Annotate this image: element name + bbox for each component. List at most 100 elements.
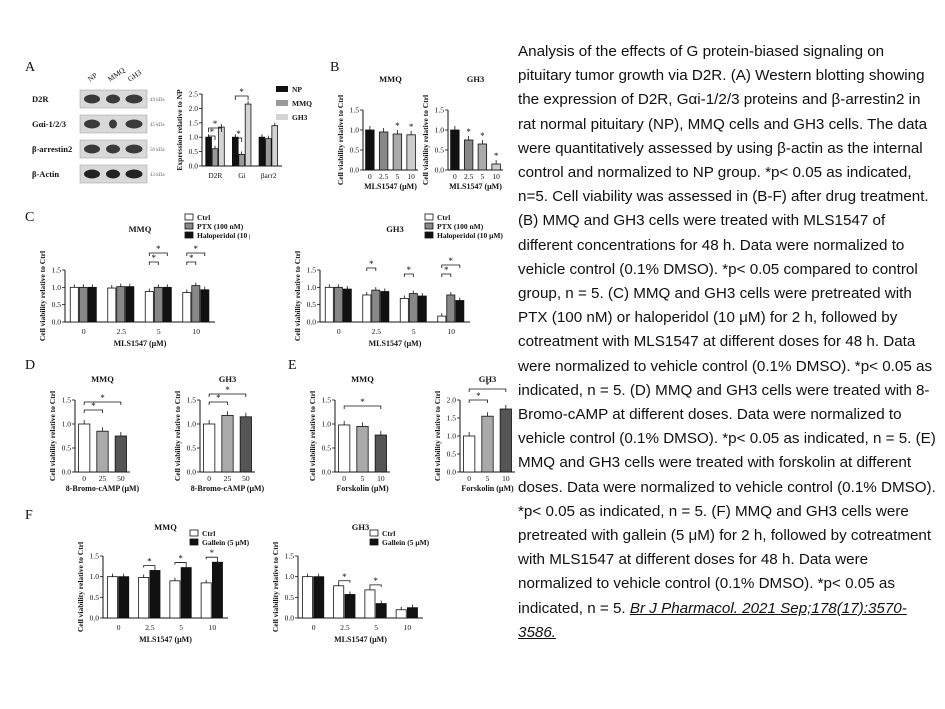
x-tick-label: 2.5 [117,327,127,336]
bar [169,580,181,619]
legend-label: Gallein (5 μM) [382,538,430,547]
bar [364,589,376,619]
x-axis-label: Forskolin (μM) [461,484,514,493]
significance-bracket [208,127,222,132]
y-axis-label: Cell viability relative to Ctrl [308,391,317,481]
legend-swatch [189,538,199,546]
bar [144,291,154,323]
significance-bracket [83,409,103,413]
significance-star: * [360,397,365,407]
bar [211,561,223,619]
bar [87,286,97,323]
protein-band [109,119,117,129]
y-tick-label: 1.5 [285,552,295,561]
x-tick-label: 0 [82,327,86,336]
significance-star: * [407,265,412,275]
bar [138,577,150,619]
significance-star: * [178,554,183,564]
y-tick-label: 1.5 [52,266,62,275]
bar [395,609,407,619]
x-tick-label: 0 [368,172,372,181]
significance-bracket [205,556,218,560]
blot-row-label: Gαi-1/2/3 [32,119,66,129]
bar [333,286,343,323]
bar [78,286,88,323]
x-tick-label: 5 [157,327,161,336]
x-axis-label: MLS1547 (μM) [364,182,417,191]
protein-band [106,169,120,179]
x-tick-label: 0 [207,474,211,483]
chart-c-mmq: 0.0 0.5 1.0 1.5 Cell viability relative to C… [38,213,250,348]
significance-star: * [91,401,96,411]
significance-star: * [100,393,105,403]
y-tick-label: 2.0 [447,396,457,405]
bar [378,131,389,171]
bar [338,424,351,473]
chart-e-mmq: 0.0 0.5 1.0 1.5 Cell viability relative to C… [308,374,390,493]
y-tick-label: 0.5 [350,146,360,155]
x-tick-label: 2.5 [145,623,155,632]
y-tick-label: 0.5 [307,300,317,309]
bar [380,291,390,323]
bar [162,286,172,323]
x-tick-label: D2R [208,171,222,180]
legend-swatch [424,222,434,230]
x-tick-label: 10 [492,172,500,181]
chart-d-gh3: 0.0 0.5 1.0 1.5 Cell viability relative to C… [173,374,265,493]
x-tick-label: 10 [209,623,217,632]
x-tick-label: 2.5 [379,172,389,181]
x-tick-label: 5 [179,623,183,632]
x-tick-label: βarr2 [261,171,277,180]
y-tick-label: 1.5 [189,118,199,127]
x-tick-label: 5 [486,474,490,483]
legend-label: Ctrl [382,529,395,538]
x-tick-label: 25 [224,474,232,483]
y-axis-label: Cell viability relative to Ctrl [76,542,85,632]
legend-swatch [369,529,379,537]
x-tick-label: 5 [396,172,400,181]
bar [200,289,210,323]
y-tick-label: 0.0 [285,614,295,623]
x-tick-label: 10 [404,623,412,632]
bar [450,129,460,171]
y-tick-label: 1.0 [307,283,317,292]
y-tick-label: 0.0 [350,166,360,175]
significance-bracket [468,399,488,403]
citation-link[interactable]: Br J Pharmacol. 2021 Sep;178(17):3570-35… [518,599,907,641]
y-tick-label: 0.5 [435,146,445,155]
significance-star: * [480,131,485,141]
bar [221,414,234,473]
molecular-weight-label: 43 kDa [150,173,165,178]
significance-bracket [186,261,197,265]
panel-label-c: C [25,210,35,225]
significance-bracket [234,95,249,100]
x-tick-label: 0 [337,327,341,336]
y-tick-label: 0.5 [90,593,100,602]
y-tick-label: 1.5 [350,106,360,115]
x-tick-label: 10 [448,327,456,336]
significance-bracket [174,562,187,565]
significance-star: * [494,151,499,161]
y-axis-label: Cell viability relative to Ctrl [173,391,182,481]
legend-label: PTX (100 nM) [197,222,244,231]
y-tick-label: 1.0 [435,126,445,135]
significance-star: * [152,253,157,263]
significance-bracket [148,261,159,265]
x-tick-label: 5 [361,474,365,483]
legend-label: PTX (100 nM) [437,222,484,231]
panel-label-a: A [25,60,36,75]
bar [301,576,313,619]
x-tick-label: 10 [377,474,385,483]
chart-b-gh3: 0.0 0.5 1.0 1.5 Cell viability relative to C… [421,74,503,191]
y-tick-label: 1.0 [187,420,197,429]
y-tick-label: 0.5 [447,450,457,459]
x-tick-label: 5 [412,327,416,336]
legend-swatch [369,538,379,546]
blot-row-label: β-Actin [32,169,59,179]
significance-bracket [143,565,156,568]
significance-bracket [208,135,216,140]
x-tick-label: 10 [407,172,415,181]
chart-title: MMQ [154,522,177,532]
y-tick-label: 0.0 [187,468,197,477]
x-tick-label: 0 [342,474,346,483]
